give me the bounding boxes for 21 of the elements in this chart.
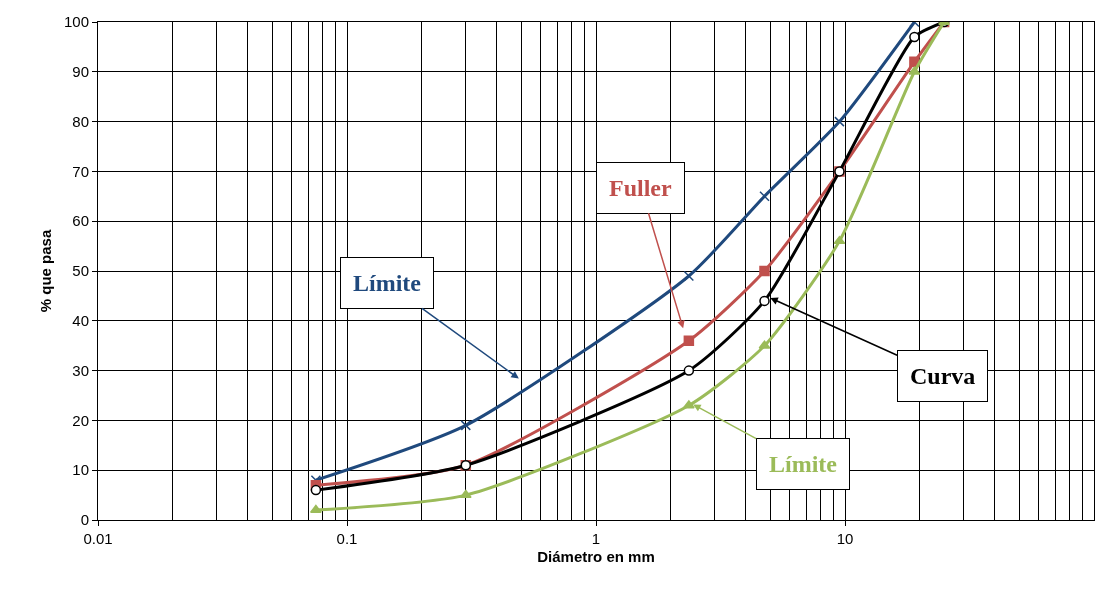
y-tick-label: 100 [63,13,89,31]
y-tick-label: 80 [72,112,89,130]
y-tick-label: 40 [72,312,89,330]
x-tick-label: 0.01 [83,530,113,547]
text: Curva [910,363,976,389]
x-tick-label: 10 [836,530,854,547]
y-axis-title: % que pasa [37,229,55,313]
y-tick-label: 60 [72,212,89,230]
x-tick-label: 0.1 [336,530,358,547]
text: Fuller [609,175,672,201]
y-tick-label: 90 [72,63,89,81]
y-tick-label: 70 [72,162,89,180]
x-tick-label: 1 [591,530,601,547]
y-tick-label: 10 [72,461,89,479]
y-tick-label: 50 [72,262,89,280]
x-axis-title: Diámetro en mm [537,548,655,565]
y-tick-label: 20 [72,411,89,429]
y-tick-label: 30 [72,361,89,379]
text: Límite [353,270,422,296]
y-tick-label: 0 [80,511,89,529]
text: Límite [769,451,838,477]
